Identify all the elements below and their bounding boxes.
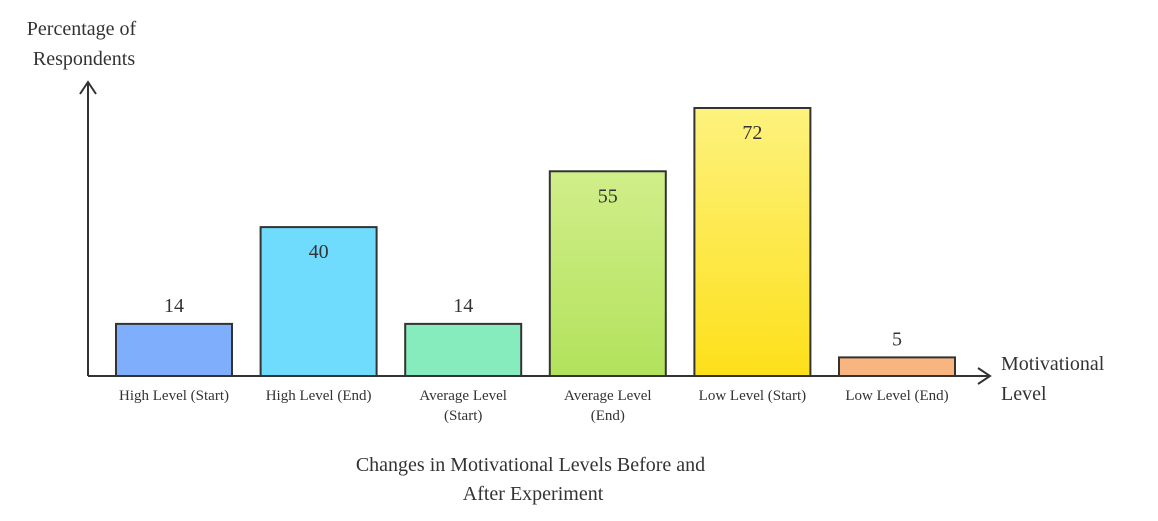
category-label-3: Average Level (Start) <box>419 388 507 424</box>
value-label-5: 72 <box>742 122 762 144</box>
bar-2 <box>259 226 378 377</box>
x-axis-label-line-1: Motivational <box>1001 353 1105 375</box>
y-axis <box>79 80 97 376</box>
chart-title: Changes in Motivational Levels Before an… <box>356 454 710 505</box>
value-label-6: 5 <box>892 328 902 350</box>
category-label-2: High Level (End) <box>266 388 372 404</box>
y-axis-label-line-1: Percentage of <box>27 18 137 40</box>
category-label-6: Low Level (End) <box>845 388 948 404</box>
value-label-4: 55 <box>598 185 618 207</box>
value-label-1: 14 <box>164 295 184 317</box>
y-axis-label-line-2: Respondents <box>33 48 135 70</box>
bar-5 <box>693 107 812 377</box>
value-label-2: 40 <box>309 241 329 263</box>
category-label-5: Low Level (Start) <box>699 388 806 404</box>
bar-3 <box>404 322 523 377</box>
x-axis-label-line-2: Level <box>1001 383 1047 405</box>
category-labels-group: High Level (Start) High Level (End) Averag… <box>119 388 949 424</box>
y-axis-label: Percentage of Respondents <box>27 18 141 70</box>
category-label-4-line-2: (End) <box>591 408 625 424</box>
bar-6 <box>838 356 956 377</box>
category-label-6-line-1: Low Level (End) <box>845 388 948 404</box>
category-label-1-line-1: High Level (Start) <box>119 388 229 404</box>
category-label-1: High Level (Start) <box>119 388 229 404</box>
bars-group <box>115 107 956 377</box>
x-axis-label: Motivational Level <box>1001 353 1109 405</box>
chart-title-line-2: After Experiment <box>463 483 604 505</box>
bar-1 <box>115 322 233 377</box>
bar-4 <box>548 170 667 377</box>
chart-title-line-1: Changes in Motivational Levels Before an… <box>356 454 705 476</box>
category-label-3-line-1: Average Level <box>419 388 507 404</box>
value-labels-group: 14 40 14 55 72 5 <box>164 122 902 350</box>
category-label-3-line-2: (Start) <box>444 408 482 424</box>
category-label-4: Average Level (End) <box>564 388 652 424</box>
value-label-3: 14 <box>453 295 473 317</box>
category-label-5-line-1: Low Level (Start) <box>699 388 806 404</box>
category-label-4-line-1: Average Level <box>564 388 652 404</box>
category-label-2-line-1: High Level (End) <box>266 388 372 404</box>
